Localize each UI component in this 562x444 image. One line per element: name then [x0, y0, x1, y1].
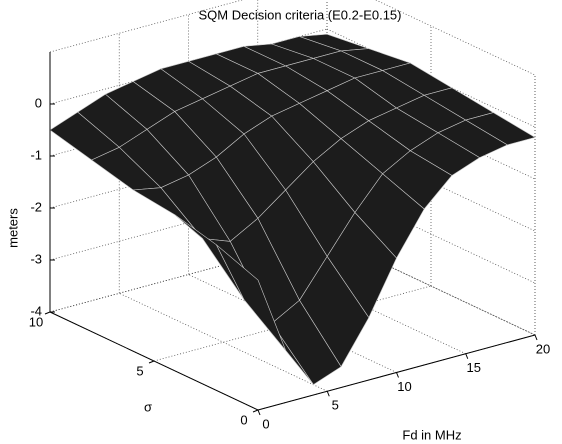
y-tick: [252, 409, 259, 413]
z-tick-label: -2: [30, 199, 42, 214]
grid-line: [326, 184, 536, 284]
z-tick-label: -3: [30, 251, 42, 266]
z-axis-label: meters: [5, 208, 20, 248]
chart-title: SQM Decision criteria (E0.2-E0.15): [198, 7, 401, 22]
box-edge: [374, 0, 536, 76]
y-tick: [44, 311, 51, 315]
z-tick-label: 0: [35, 95, 42, 110]
z-tick-label: -4: [30, 303, 42, 318]
y-axis-label: σ: [144, 399, 152, 414]
x-tick-label: 5: [332, 398, 339, 413]
x-tick: [257, 409, 261, 416]
surface-patch: [216, 244, 286, 351]
x-tick: [396, 372, 399, 378]
x-axis-label: Fd in MHz: [402, 427, 461, 442]
y-tick-label: 10: [29, 314, 43, 329]
x-tick: [465, 353, 469, 359]
z-tick-label: -1: [30, 147, 42, 162]
x-tick-label: 20: [536, 341, 550, 356]
x-tick-label: 10: [397, 379, 411, 394]
x-tick: [326, 391, 330, 397]
y-tick-label: 0: [240, 412, 247, 427]
grid-line: [326, 236, 536, 336]
y-tick: [148, 360, 155, 364]
x-tick: [534, 334, 538, 341]
x-tick-label: 0: [262, 416, 269, 431]
x-tick-label: 15: [467, 360, 481, 375]
y-tick-label: 5: [136, 363, 143, 378]
grid-line: [119, 292, 328, 392]
